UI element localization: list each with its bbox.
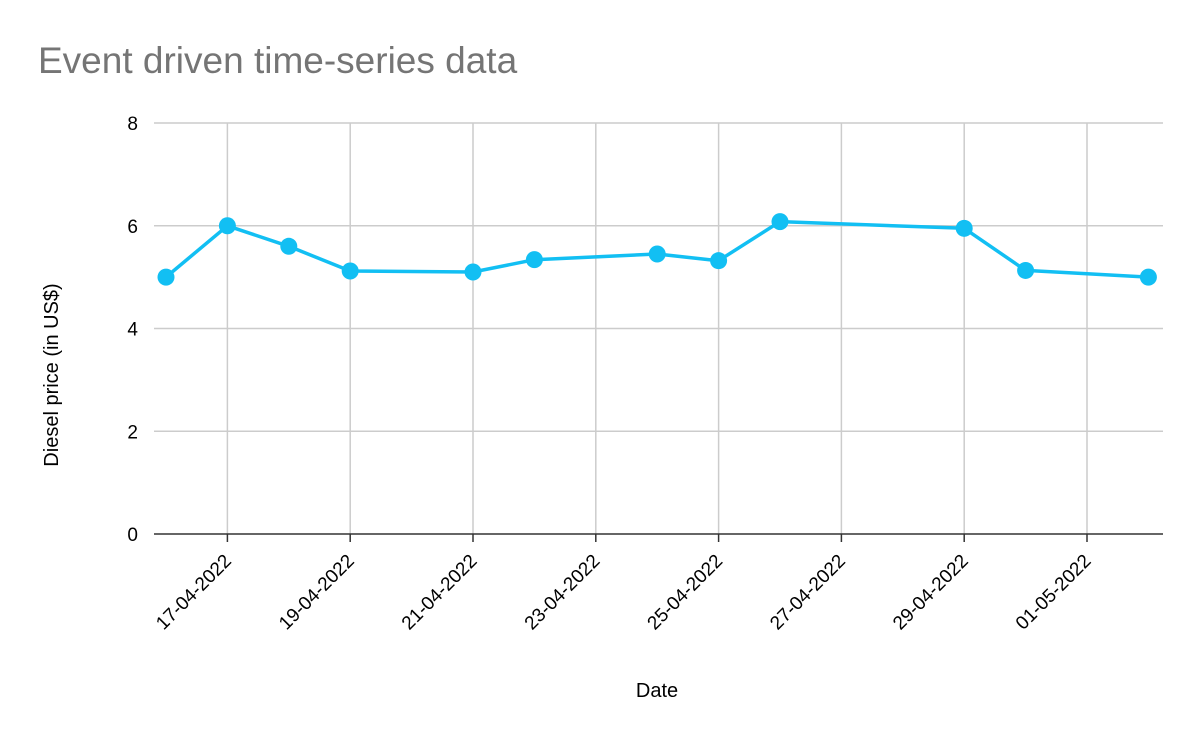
x-tick-label: 25-04-2022 [644,551,728,635]
y-tick-label: 6 [127,217,138,238]
data-point[interactable] [218,217,236,235]
y-axis-title: Diesel price (in US$) [41,283,63,466]
x-tick-label: 19-04-2022 [275,551,359,635]
data-point[interactable] [157,268,175,286]
x-tick-label: 21-04-2022 [398,551,482,635]
y-axis-tick-labels: 0 2 4 6 8 [127,114,138,546]
data-point[interactable] [648,245,666,263]
data-point[interactable] [464,263,482,281]
x-axis-title: Date [636,680,678,702]
data-point[interactable] [341,262,359,280]
y-tick-label: 4 [127,320,138,341]
horizontal-gridlines [154,122,1163,432]
y-tick-label: 0 [127,525,138,546]
data-point[interactable] [771,213,789,231]
x-axis-tick-labels: 17-04-2022 19-04-2022 21-04-2022 23-04-2022… [152,551,1095,635]
data-point[interactable] [1139,268,1157,286]
vertical-gridlines [226,123,1088,542]
data-point[interactable] [955,219,973,237]
y-tick-label: 8 [127,114,138,135]
x-tick-label: 01-05-2022 [1012,551,1096,635]
x-tick-label: 23-04-2022 [521,551,605,635]
y-tick-label: 2 [127,422,138,443]
x-tick-label: 17-04-2022 [152,551,236,635]
data-point[interactable] [525,251,543,269]
chart-title: Event driven time-series data [38,40,518,81]
data-point[interactable] [280,237,298,255]
data-point[interactable] [1017,261,1035,279]
x-tick-label: 27-04-2022 [766,551,850,635]
data-point[interactable] [710,252,728,270]
series-layer [157,213,1157,286]
series-line [164,219,1149,279]
x-tick-label: 29-04-2022 [889,551,973,635]
